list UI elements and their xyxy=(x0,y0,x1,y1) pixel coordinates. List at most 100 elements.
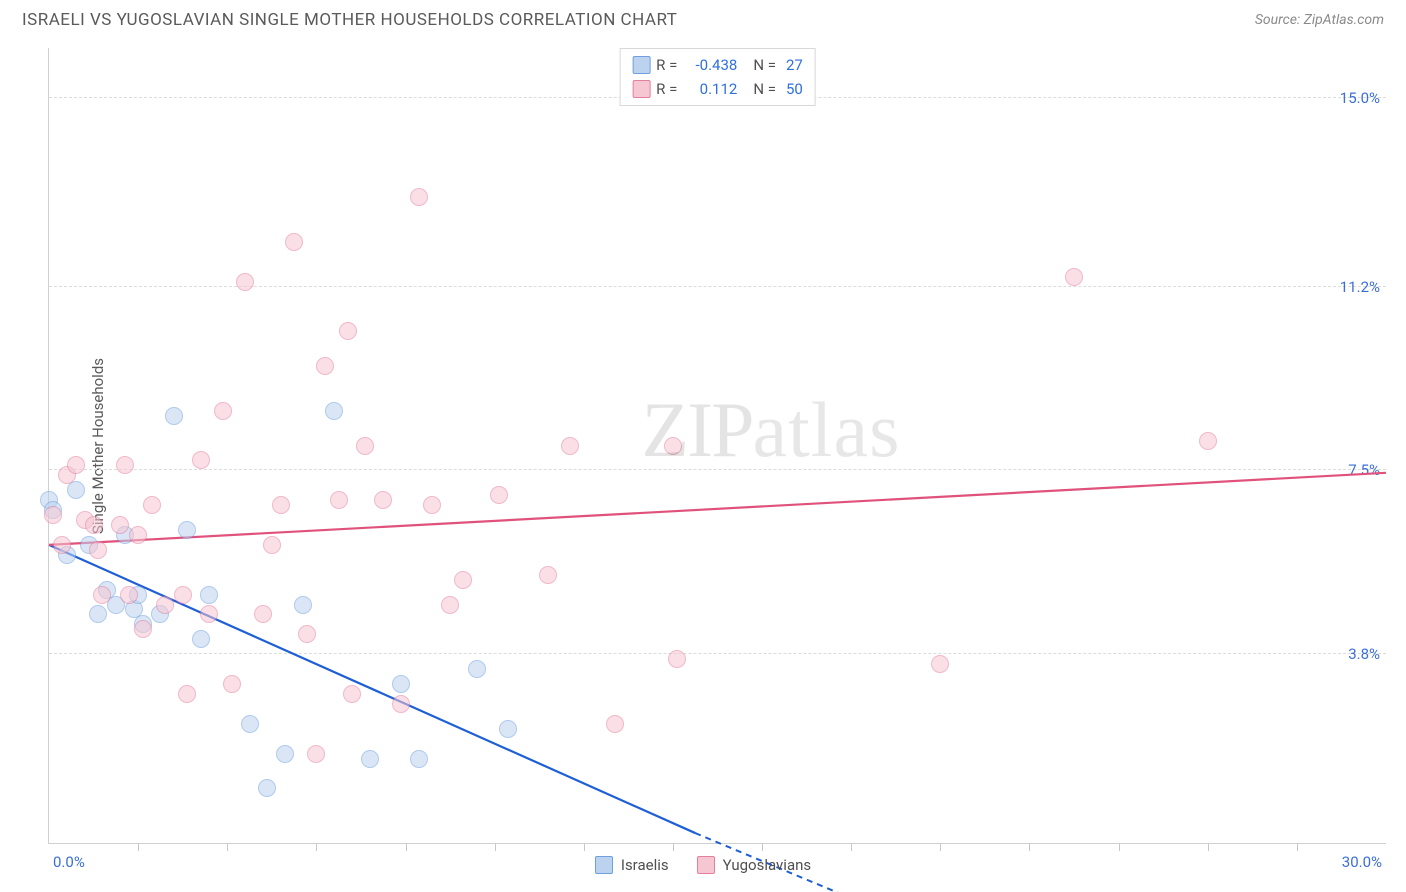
data-point xyxy=(361,750,379,768)
data-point xyxy=(258,779,276,797)
data-point xyxy=(410,188,428,206)
data-point xyxy=(272,496,290,514)
y-tick-label: 7.5% xyxy=(1348,461,1380,479)
series-legend: Israelis Yugoslavians xyxy=(0,856,1406,874)
data-point xyxy=(343,685,361,703)
r-value-yugoslavians: 0.112 xyxy=(683,77,737,101)
data-point xyxy=(53,536,71,554)
data-point xyxy=(85,516,103,534)
data-point xyxy=(561,437,579,455)
data-point xyxy=(223,675,241,693)
x-tick xyxy=(138,843,139,851)
data-point xyxy=(241,715,259,733)
x-tick xyxy=(1208,843,1209,851)
x-tick xyxy=(762,843,763,851)
x-tick xyxy=(495,843,496,851)
data-point xyxy=(111,516,129,534)
data-point xyxy=(316,357,334,375)
data-point xyxy=(156,596,174,614)
swatch-yugoslavians xyxy=(697,856,715,874)
x-tick xyxy=(1029,843,1030,851)
data-point xyxy=(539,566,557,584)
data-point xyxy=(129,526,147,544)
data-point xyxy=(931,655,949,673)
x-tick xyxy=(406,843,407,851)
data-point xyxy=(263,536,281,554)
data-point xyxy=(67,456,85,474)
data-point xyxy=(214,402,232,420)
swatch-israelis xyxy=(632,56,650,74)
legend-label-israelis: Israelis xyxy=(621,856,669,874)
data-point xyxy=(664,437,682,455)
y-tick-label: 11.2% xyxy=(1340,278,1380,296)
data-point xyxy=(178,521,196,539)
data-point xyxy=(490,486,508,504)
data-point xyxy=(200,586,218,604)
x-tick xyxy=(227,843,228,851)
data-point xyxy=(454,571,472,589)
data-point xyxy=(606,715,624,733)
data-point xyxy=(392,675,410,693)
data-point xyxy=(116,456,134,474)
correlation-legend: R = -0.438 N = 27 R = 0.112 N = 50 xyxy=(619,48,816,106)
legend-item-yugoslavians: Yugoslavians xyxy=(697,856,812,874)
data-point xyxy=(668,650,686,668)
data-point xyxy=(285,233,303,251)
n-value-yugoslavians: 50 xyxy=(786,77,803,101)
swatch-israelis xyxy=(595,856,613,874)
chart-title: ISRAELI VS YUGOSLAVIAN SINGLE MOTHER HOU… xyxy=(22,10,677,30)
data-point xyxy=(44,506,62,524)
data-point xyxy=(410,750,428,768)
x-tick xyxy=(673,843,674,851)
legend-row-yugoslavians: R = 0.112 N = 50 xyxy=(632,77,803,101)
data-point xyxy=(178,685,196,703)
data-point xyxy=(254,605,272,623)
x-tick xyxy=(851,843,852,851)
r-value-israelis: -0.438 xyxy=(683,53,737,77)
data-point xyxy=(307,745,325,763)
data-point xyxy=(499,720,517,738)
n-label: N = xyxy=(753,77,776,101)
data-point xyxy=(330,491,348,509)
x-tick xyxy=(940,843,941,851)
y-tick-label: 15.0% xyxy=(1340,89,1380,107)
data-point xyxy=(374,491,392,509)
legend-row-israelis: R = -0.438 N = 27 xyxy=(632,53,803,77)
n-value-israelis: 27 xyxy=(786,53,803,77)
data-point xyxy=(392,695,410,713)
x-tick xyxy=(1297,843,1298,851)
n-label: N = xyxy=(753,53,776,77)
data-point xyxy=(441,596,459,614)
data-point xyxy=(89,541,107,559)
gridline xyxy=(49,653,1386,654)
data-point xyxy=(356,437,374,455)
data-point xyxy=(89,605,107,623)
data-point xyxy=(165,407,183,425)
data-point xyxy=(192,451,210,469)
data-point xyxy=(294,596,312,614)
data-point xyxy=(143,496,161,514)
data-point xyxy=(423,496,441,514)
x-tick xyxy=(1119,843,1120,851)
data-point xyxy=(298,625,316,643)
data-point xyxy=(1199,432,1217,450)
chart-plot-area: 3.8%7.5%11.2%15.0% ZIPatlas R = -0.438 N… xyxy=(48,48,1386,844)
x-tick xyxy=(584,843,585,851)
chart-source: Source: ZipAtlas.com xyxy=(1255,12,1384,28)
swatch-yugoslavians xyxy=(632,80,650,98)
data-point xyxy=(468,660,486,678)
data-point xyxy=(174,586,192,604)
data-point xyxy=(325,402,343,420)
x-tick xyxy=(316,843,317,851)
r-label: R = xyxy=(656,77,677,101)
data-point xyxy=(1065,268,1083,286)
legend-item-israelis: Israelis xyxy=(595,856,669,874)
data-point xyxy=(200,605,218,623)
legend-label-yugoslavians: Yugoslavians xyxy=(723,856,812,874)
data-point xyxy=(236,273,254,291)
data-point xyxy=(192,630,210,648)
r-label: R = xyxy=(656,53,677,77)
gridline xyxy=(49,469,1386,470)
data-point xyxy=(339,322,357,340)
data-point xyxy=(93,586,111,604)
